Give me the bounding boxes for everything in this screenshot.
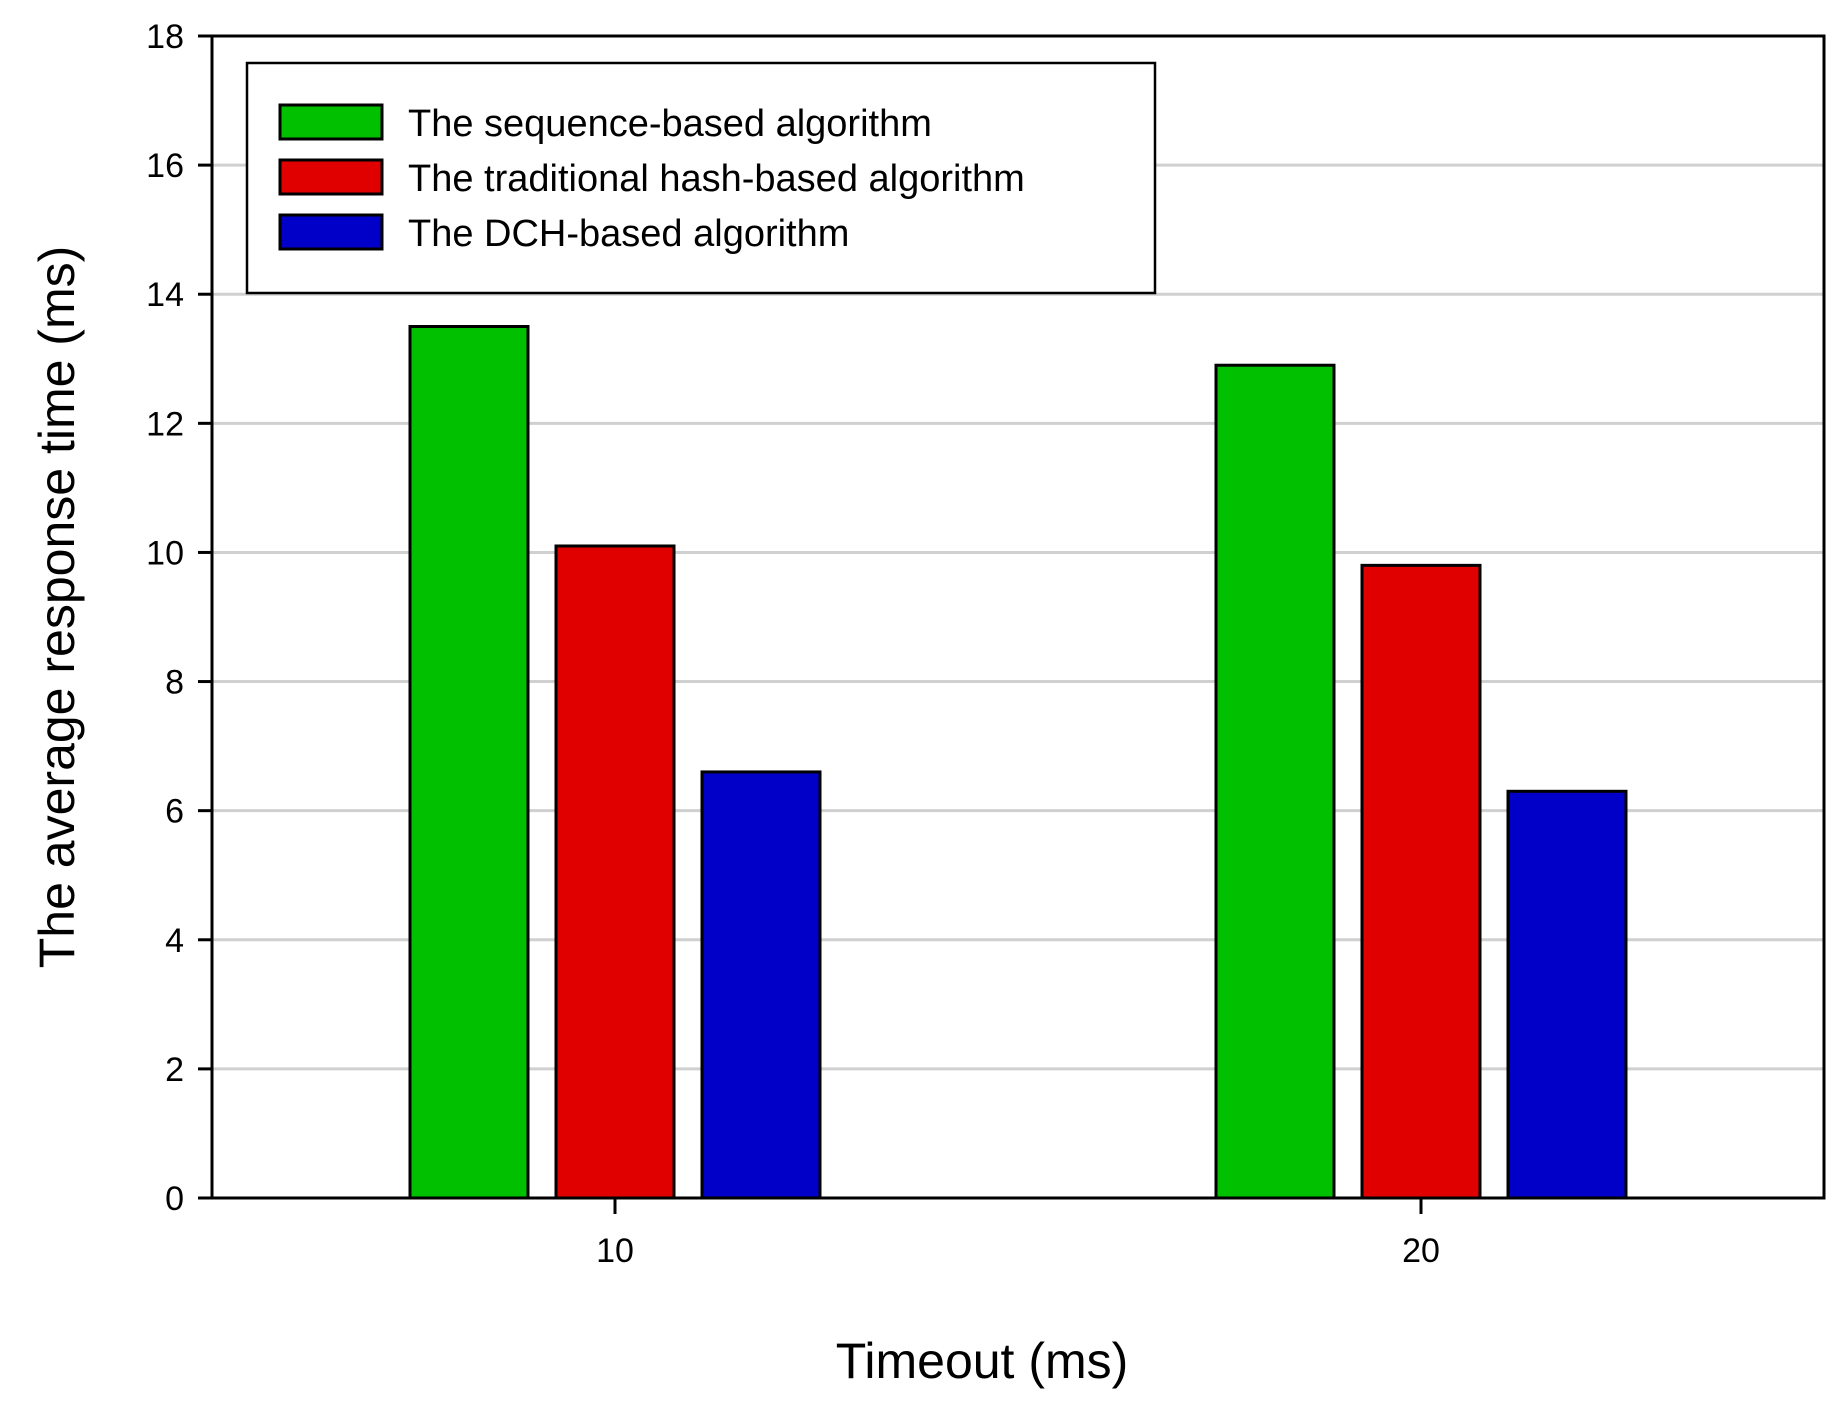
bar-1-20 [1214,363,1336,1200]
x-axis-title: Timeout (ms) [836,1333,1129,1389]
plot-frame [210,34,1826,1200]
legend-swatch [278,103,384,141]
y-tick-label: 0 [165,1180,184,1218]
y-tick-label: 18 [146,18,184,56]
y-tick-label: 10 [146,534,184,572]
y-tick-label: 14 [146,276,184,314]
bar-3-10 [700,770,822,1200]
y-tick-label: 4 [165,922,184,960]
bar-2-10 [554,544,676,1200]
legend-box [245,61,1157,295]
legend-label: The sequence-based algorithm [408,103,932,145]
legend-label: The traditional hash-based algorithm [408,158,1025,200]
bar-2-20 [1360,563,1482,1200]
y-axis-title: The average response time (ms) [29,246,85,969]
y-tick-label: 12 [146,405,184,443]
bar-1-10 [408,325,530,1200]
legend: The sequence-based algorithm The traditio… [245,61,1157,295]
x-axis-ticks: 10 20 [596,1198,1440,1270]
legend-label: The DCH-based algorithm [408,213,849,255]
bars [408,325,1628,1200]
legend-swatch [278,158,384,196]
y-axis-ticks: 0 2 4 6 8 10 12 14 16 18 [146,18,212,1218]
bar-3-20 [1506,789,1628,1200]
y-tick-label: 16 [146,147,184,185]
x-tick-label: 20 [1402,1232,1440,1270]
y-tick-label: 2 [165,1051,184,1089]
y-tick-label: 8 [165,664,184,702]
x-tick-label: 10 [596,1232,634,1270]
legend-swatch [278,213,384,251]
y-tick-label: 6 [165,793,184,831]
